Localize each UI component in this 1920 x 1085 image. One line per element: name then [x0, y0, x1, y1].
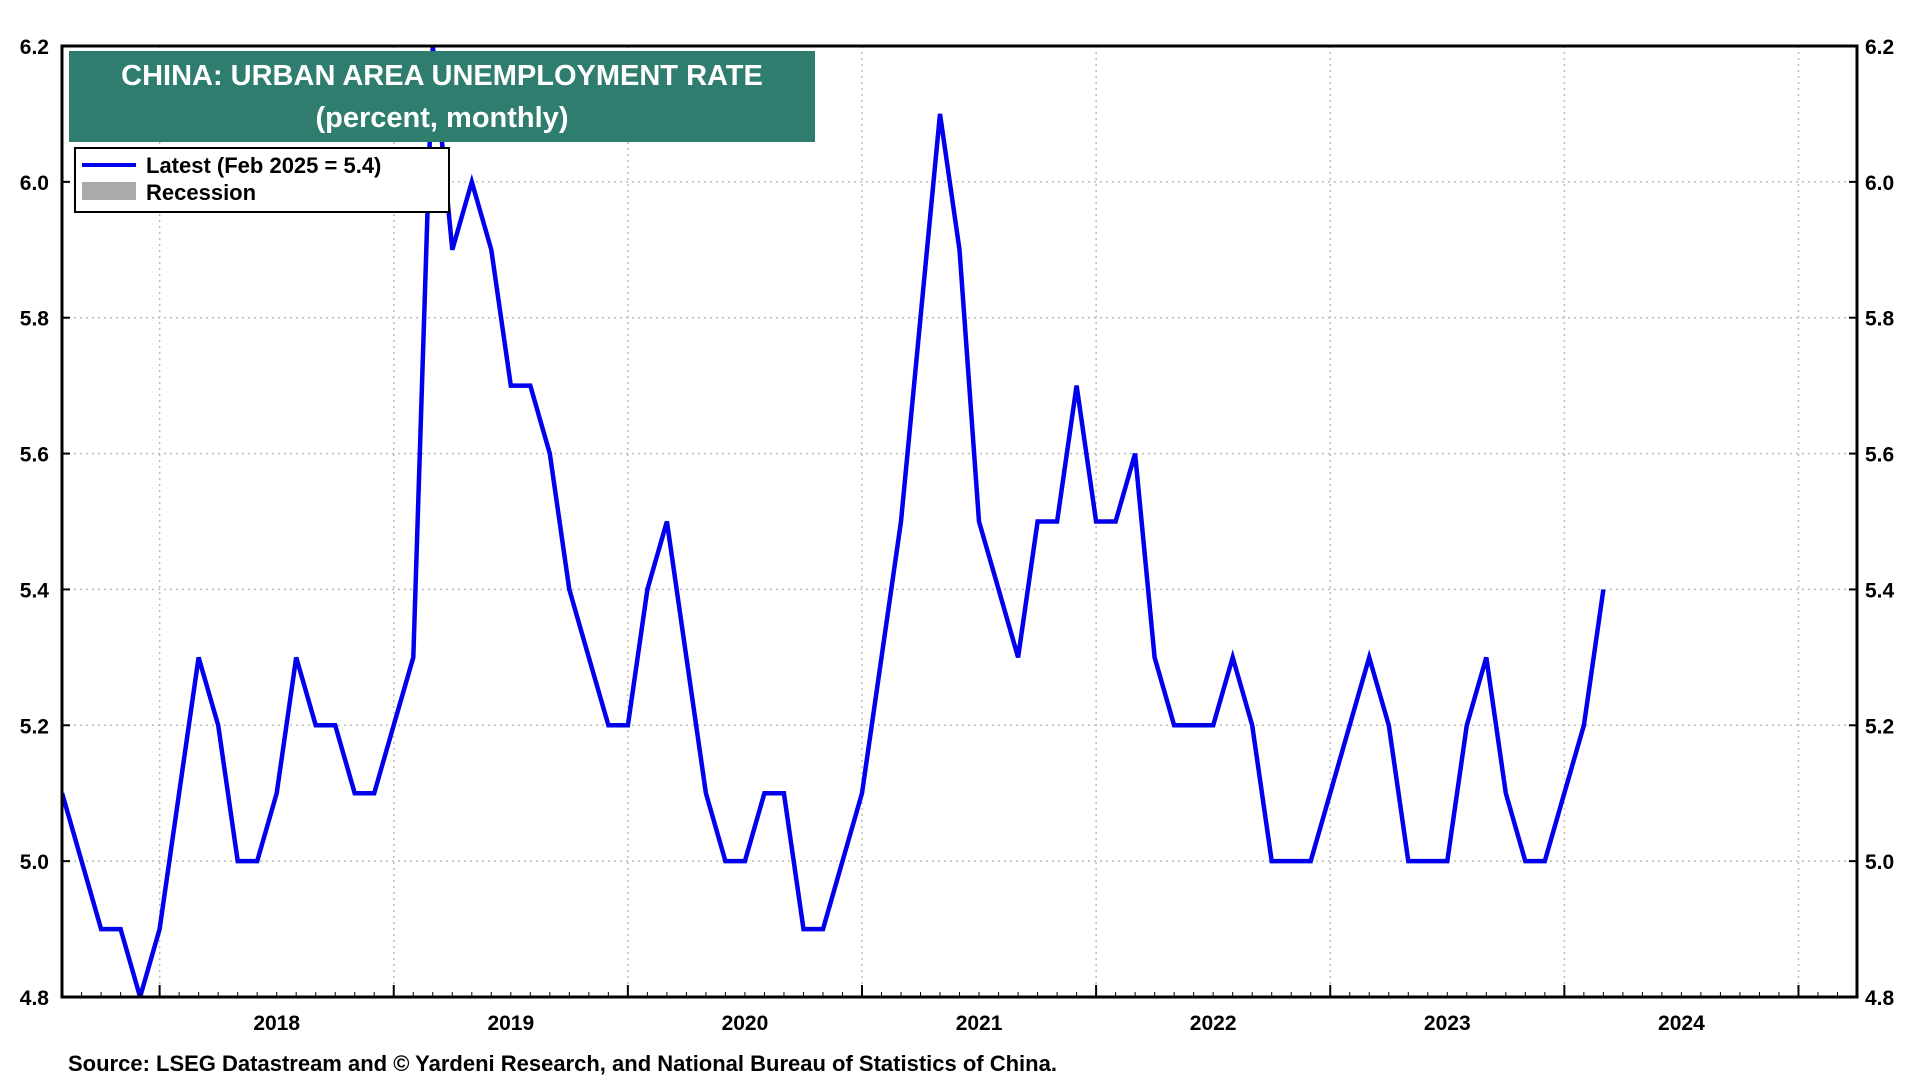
- y-tick-label-left: 6.2: [20, 36, 49, 59]
- y-tick-label-right: 6.0: [1865, 172, 1894, 195]
- chart-subtitle: (percent, monthly): [316, 102, 569, 134]
- legend: Latest (Feb 2025 = 5.4) Recession: [75, 148, 449, 212]
- legend-recession-swatch: [82, 182, 136, 200]
- y-tick-label-left: 5.0: [20, 851, 49, 874]
- source-note: Source: LSEG Datastream and © Yardeni Re…: [68, 1051, 1057, 1076]
- y-tick-label-left: 6.0: [20, 172, 49, 195]
- chart-title: CHINA: URBAN AREA UNEMPLOYMENT RATE: [121, 60, 763, 92]
- y-tick-label-left: 4.8: [20, 987, 50, 1010]
- x-tick-label: 2020: [722, 1012, 769, 1035]
- x-tick-label: 2022: [1190, 1012, 1237, 1035]
- y-tick-label-left: 5.6: [20, 444, 49, 467]
- legend-label-latest: Latest (Feb 2025 = 5.4): [146, 153, 381, 178]
- y-tick-label-right: 4.8: [1865, 987, 1895, 1010]
- y-tick-label-right: 5.0: [1865, 851, 1894, 874]
- y-tick-label-left: 5.4: [20, 579, 50, 602]
- y-tick-label-left: 5.2: [20, 715, 49, 738]
- y-tick-label-right: 6.2: [1865, 36, 1894, 59]
- x-tick-label: 2023: [1424, 1012, 1471, 1035]
- x-axis-labels: 2018 2019 2020 2021 2022 2023 2024: [253, 1012, 1705, 1035]
- y-tick-label-left: 5.8: [20, 308, 50, 331]
- x-tick-label: 2018: [253, 1012, 300, 1035]
- chart-title-box: CHINA: URBAN AREA UNEMPLOYMENT RATE (per…: [69, 51, 815, 142]
- y-tick-label-right: 5.4: [1865, 579, 1895, 602]
- x-tick-label: 2021: [956, 1012, 1003, 1035]
- y-axis-right-labels: 4.8 5.0 5.2 5.4 5.6 5.8 6.0 6.2: [1865, 36, 1895, 1010]
- y-tick-label-right: 5.6: [1865, 444, 1894, 467]
- x-tick-label: 2024: [1658, 1012, 1705, 1035]
- y-tick-label-right: 5.2: [1865, 715, 1894, 738]
- legend-label-recession: Recession: [146, 180, 256, 205]
- y-tick-label-right: 5.8: [1865, 308, 1895, 331]
- x-tick-label: 2019: [487, 1012, 534, 1035]
- y-axis-left-labels: 4.8 5.0 5.2 5.4 5.6 5.8 6.0 6.2: [20, 36, 50, 1010]
